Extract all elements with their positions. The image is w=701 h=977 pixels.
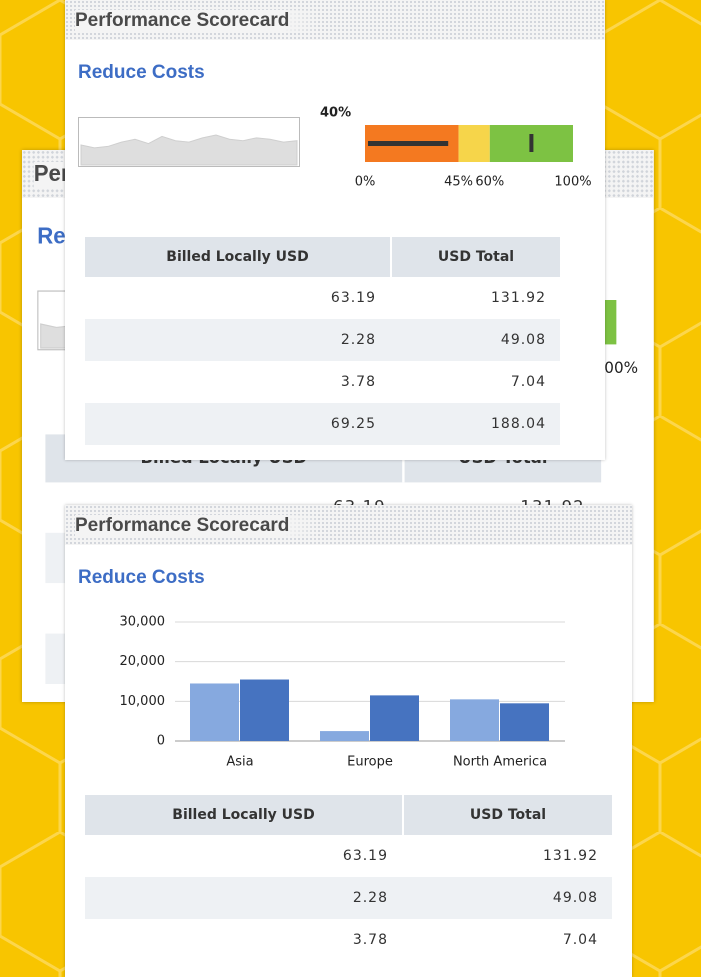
bar bbox=[370, 695, 419, 741]
table-cell: 69.25 bbox=[330, 416, 376, 432]
y-tick-label: 30,000 bbox=[120, 615, 166, 630]
table-cell: 2.28 bbox=[340, 332, 376, 348]
gauge-tick-label: 0% bbox=[355, 175, 376, 190]
bar bbox=[190, 683, 239, 741]
top-card: Performance Scorecard Reduce Costs 40% 0% 45… bbox=[65, 0, 605, 460]
table-cell: 3.78 bbox=[352, 932, 388, 948]
x-tick-label: North America bbox=[453, 755, 547, 770]
table-row: 2.28 49.08 bbox=[85, 877, 612, 919]
header-cell: USD Total bbox=[390, 237, 560, 277]
bar bbox=[450, 699, 499, 741]
y-tick-label: 0 bbox=[157, 734, 165, 749]
title-bar: Performance Scorecard bbox=[65, 505, 632, 545]
y-tick-label: 20,000 bbox=[120, 654, 166, 669]
header-cell: Billed Locally USD bbox=[85, 795, 402, 835]
table-row: 69.25 188.04 bbox=[85, 403, 560, 445]
table-cell: 49.08 bbox=[500, 332, 546, 348]
x-tick-label: Europe bbox=[347, 755, 393, 770]
gauge-value-label: 40% bbox=[320, 106, 351, 121]
gauge-target bbox=[529, 134, 534, 152]
title-bar: Performance Scorecard bbox=[65, 0, 605, 40]
table-cell: 188.04 bbox=[491, 416, 546, 432]
gauge-band bbox=[458, 125, 490, 162]
table-row: 63.19 131.92 bbox=[85, 277, 560, 319]
gauge-tick-label: 45% bbox=[444, 175, 473, 190]
gauge-tick-label: 100% bbox=[595, 359, 638, 377]
table-row: 3.78 7.04 bbox=[85, 919, 612, 961]
gauge-value-bar bbox=[368, 141, 449, 146]
bar bbox=[320, 731, 369, 741]
sparkline bbox=[78, 117, 300, 167]
table-cell: 131.92 bbox=[543, 848, 598, 864]
card-title: Performance Scorecard bbox=[75, 10, 320, 32]
y-tick-label: 10,000 bbox=[120, 694, 166, 709]
x-tick-label: Asia bbox=[226, 755, 253, 770]
table-cell: 63.19 bbox=[330, 290, 376, 306]
table-row: 3.78 7.04 bbox=[85, 361, 560, 403]
card-subtitle: Reduce Costs bbox=[78, 62, 205, 83]
gauge-tick-label: 100% bbox=[554, 175, 591, 190]
sparkline-area bbox=[80, 134, 298, 166]
table-cell: 7.04 bbox=[562, 932, 598, 948]
header-cell: Billed Locally USD bbox=[85, 237, 390, 277]
table-cell: 3.78 bbox=[340, 374, 376, 390]
card-subtitle: Reduce Costs bbox=[78, 567, 205, 588]
table-row: 2.28 49.08 bbox=[85, 319, 560, 361]
gauge-tick-label: 60% bbox=[475, 175, 504, 190]
table-cell: 131.92 bbox=[491, 290, 546, 306]
table-cell: 2.28 bbox=[352, 890, 388, 906]
bullet-gauge: 40% 0% 45%60% 100% bbox=[320, 106, 592, 190]
card-title: Performance Scorecard bbox=[75, 515, 320, 537]
bar bbox=[500, 703, 549, 741]
table-cell: 49.08 bbox=[552, 890, 598, 906]
bar bbox=[240, 679, 289, 741]
bar-chart: 0 10,000 20,000 30,000 Asia Europe North Ameri… bbox=[120, 615, 565, 770]
table-row: 63.19 131.92 bbox=[85, 835, 612, 877]
table-cell: 63.19 bbox=[342, 848, 388, 864]
table-cell: 7.04 bbox=[510, 374, 546, 390]
header-cell: USD Total bbox=[402, 795, 612, 835]
bottom-card: Performance Scorecard Reduce Costs 0 10,000… bbox=[65, 505, 632, 977]
